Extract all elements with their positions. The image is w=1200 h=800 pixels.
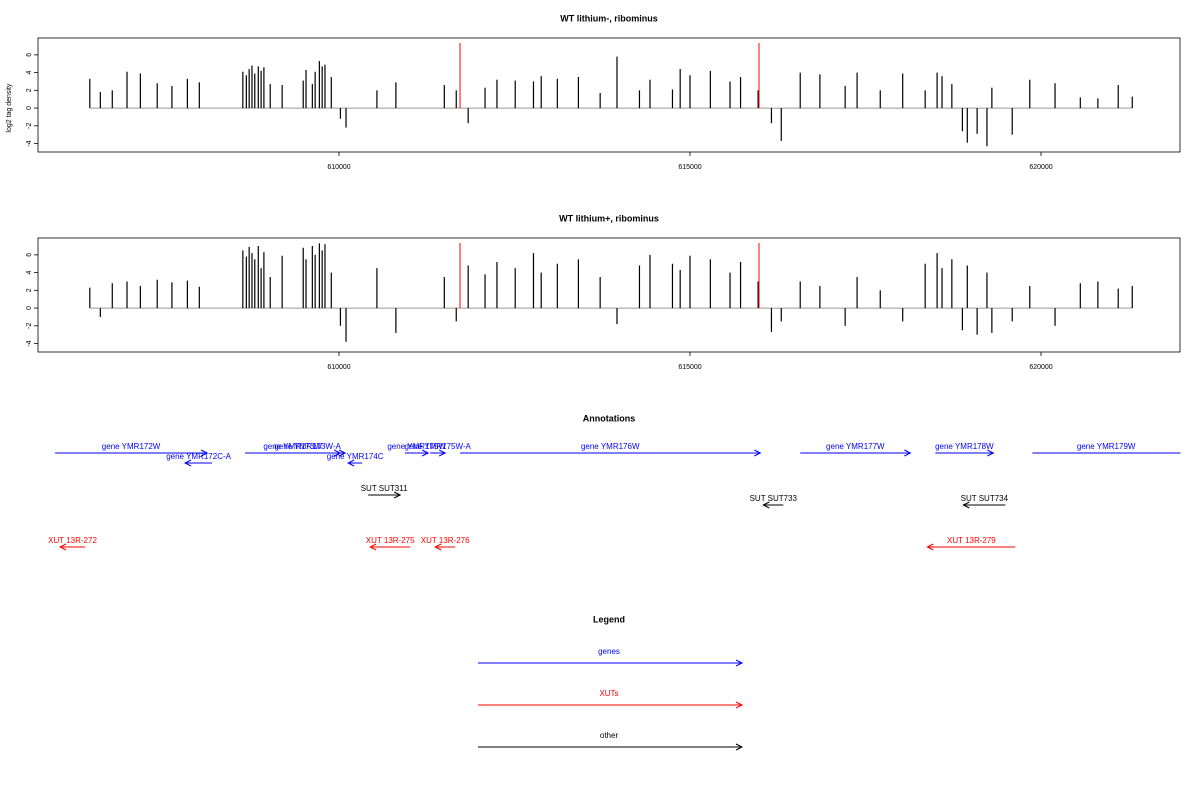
feature-label: gene YMR172C-A xyxy=(166,452,231,461)
feature-label: gene YMR175W-A xyxy=(404,442,471,451)
legend-label: other xyxy=(600,731,619,740)
y-tick-label: -2 xyxy=(26,123,33,129)
feature-label: SUT SUT311 xyxy=(361,484,408,493)
feature-label: gene YMR177W xyxy=(826,442,885,451)
legend-arrow-head xyxy=(735,659,744,667)
feature-label: SUT SUT734 xyxy=(961,494,1009,503)
arrow-head xyxy=(338,449,347,457)
arrow-head xyxy=(754,449,762,457)
y-tick-label: -2 xyxy=(26,323,33,329)
y-tick-label: 0 xyxy=(26,306,33,310)
feature-label: gene YMR178W xyxy=(935,442,994,451)
feature-label: gene YMR174C xyxy=(327,452,384,461)
arrow-head xyxy=(369,543,377,551)
feature-label: XUT 13R-276 xyxy=(421,536,470,545)
x-tick-label: 615000 xyxy=(678,164,701,171)
feature-label: gene YMR173W-A xyxy=(274,442,341,451)
arrow-head xyxy=(434,543,442,551)
arrow-head xyxy=(438,449,447,457)
arrow-head xyxy=(183,459,192,467)
arrow-head xyxy=(421,449,430,457)
feature-label: gene YMR179W xyxy=(1077,442,1136,451)
y-tick-label: 6 xyxy=(26,253,33,257)
y-tick-label: 4 xyxy=(26,71,33,75)
plot-frame xyxy=(37,37,1181,153)
y-tick-label: 2 xyxy=(26,88,33,92)
feature-label: XUT 13R-279 xyxy=(947,536,996,545)
x-tick-label: 615000 xyxy=(678,364,701,371)
plot-frame xyxy=(37,237,1181,353)
panel-title: WT lithium+, ribominus xyxy=(559,213,659,223)
feature-label: XUT 13R-275 xyxy=(366,536,415,545)
feature-label: gene YMR172W xyxy=(102,442,161,451)
feature-label: gene YMR176W xyxy=(581,442,640,451)
y-tick-label: 2 xyxy=(26,288,33,292)
legend-title: Legend xyxy=(593,614,625,624)
arrow-head xyxy=(987,449,995,457)
panel-title: Annotations xyxy=(583,413,636,423)
arrow-head xyxy=(58,543,67,551)
legend-label: genes xyxy=(598,647,620,656)
legend-label: XUTs xyxy=(599,689,618,698)
arrow-head xyxy=(762,501,770,509)
panel-title: WT lithium-, ribominus xyxy=(560,13,658,23)
feature-label: gene YMR173W xyxy=(263,442,322,451)
arrow-head xyxy=(962,501,970,509)
y-tick-label: 6 xyxy=(26,53,33,57)
feature-label: XUT 13R-272 xyxy=(48,536,97,545)
x-tick-label: 620000 xyxy=(1029,164,1052,171)
y-tick-label: -4 xyxy=(26,340,33,346)
arrow-head xyxy=(904,449,912,457)
y-axis-label: log2 tag density xyxy=(6,83,13,133)
feature-label: gene YMR175W xyxy=(387,442,446,451)
x-tick-label: 610000 xyxy=(327,164,350,171)
arrow-head xyxy=(393,491,402,499)
legend-arrow-head xyxy=(735,701,744,709)
x-tick-label: 620000 xyxy=(1029,364,1052,371)
y-tick-label: 0 xyxy=(26,106,33,110)
arrow-head xyxy=(200,449,209,457)
x-tick-label: 610000 xyxy=(327,364,350,371)
legend-arrow-head xyxy=(735,743,744,751)
y-tick-label: -4 xyxy=(26,140,33,146)
arrow-head xyxy=(926,543,934,551)
arrow-head xyxy=(347,459,355,467)
feature-label: SUT SUT733 xyxy=(750,494,798,503)
y-tick-label: 4 xyxy=(26,271,33,275)
